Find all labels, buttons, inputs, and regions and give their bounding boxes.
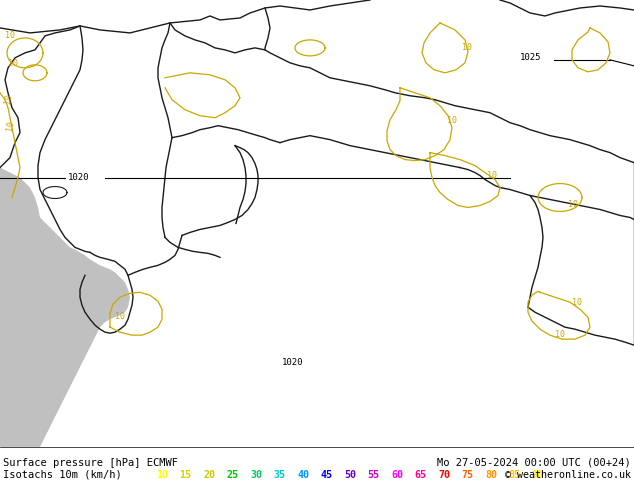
Text: 75: 75	[462, 470, 474, 480]
Text: 10: 10	[487, 171, 497, 179]
Text: 10: 10	[5, 31, 15, 40]
Text: 15: 15	[179, 470, 191, 480]
Text: 60: 60	[391, 470, 403, 480]
Text: 35: 35	[273, 470, 285, 480]
Text: 50: 50	[344, 470, 356, 480]
Text: Mo 27-05-2024 00:00 UTC (00+24): Mo 27-05-2024 00:00 UTC (00+24)	[437, 458, 631, 468]
Text: 10: 10	[115, 312, 125, 321]
Text: 10: 10	[555, 330, 565, 339]
Text: 55: 55	[368, 470, 380, 480]
Text: 10: 10	[572, 298, 582, 307]
Text: 70: 70	[438, 470, 450, 480]
Text: 20: 20	[203, 470, 215, 480]
Text: 90: 90	[532, 470, 544, 480]
Text: 10: 10	[8, 59, 18, 68]
Text: 10: 10	[5, 120, 16, 132]
Text: 30: 30	[250, 470, 262, 480]
Text: 65: 65	[415, 470, 427, 480]
Text: 45: 45	[321, 470, 332, 480]
Text: 1020: 1020	[282, 358, 304, 367]
Text: 10: 10	[3, 93, 13, 105]
Text: 25: 25	[226, 470, 238, 480]
Text: 80: 80	[485, 470, 497, 480]
Text: 1020: 1020	[68, 173, 89, 182]
Text: © weatheronline.co.uk: © weatheronline.co.uk	[505, 470, 631, 480]
Text: 10: 10	[462, 43, 472, 52]
Polygon shape	[0, 168, 130, 447]
Text: 40: 40	[297, 470, 309, 480]
Text: 85: 85	[508, 470, 521, 480]
Text: Surface pressure [hPa] ECMWF: Surface pressure [hPa] ECMWF	[3, 458, 178, 468]
Text: 1025: 1025	[520, 53, 541, 62]
Text: 10: 10	[568, 200, 578, 210]
Text: 10: 10	[447, 116, 457, 124]
Text: Isotachs 10m (km/h): Isotachs 10m (km/h)	[3, 470, 122, 480]
Text: 10: 10	[156, 470, 168, 480]
